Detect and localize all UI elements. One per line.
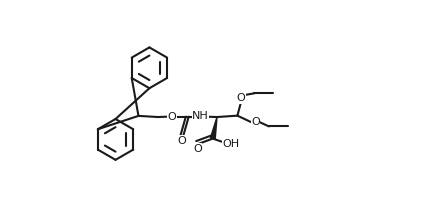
Text: O: O	[167, 112, 176, 122]
Polygon shape	[210, 117, 217, 139]
Text: O: O	[236, 93, 245, 103]
Text: OH: OH	[222, 139, 239, 149]
Text: O: O	[177, 135, 185, 145]
Text: NH: NH	[192, 111, 208, 121]
Text: O: O	[193, 144, 201, 154]
Text: O: O	[250, 117, 259, 127]
